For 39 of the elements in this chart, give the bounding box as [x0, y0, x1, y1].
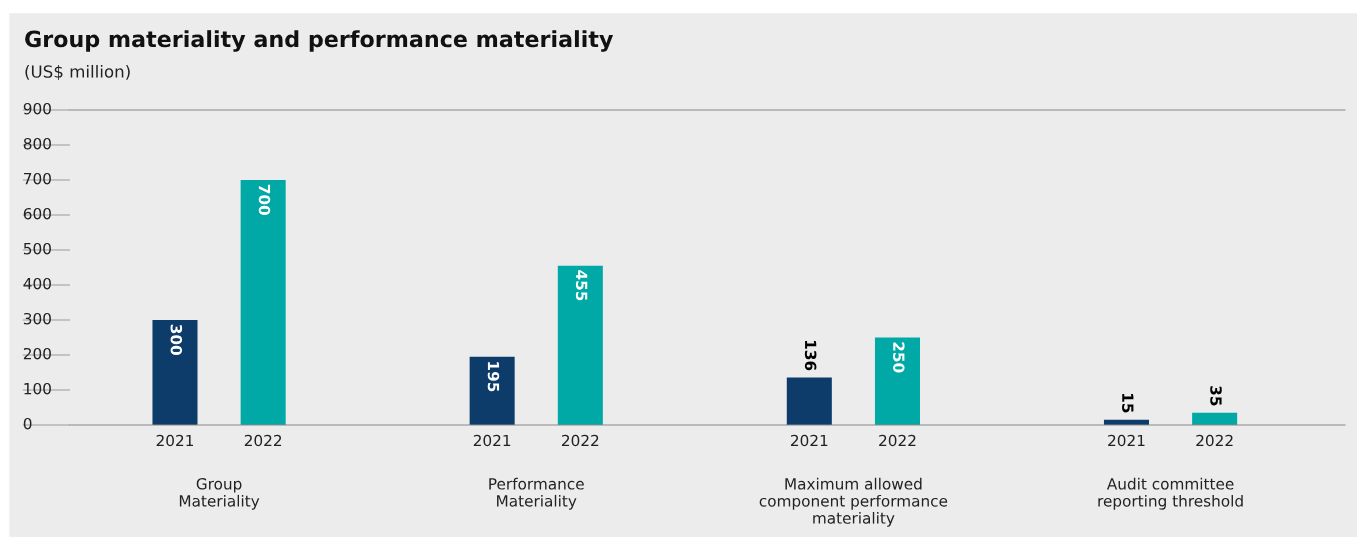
bar	[874, 337, 920, 425]
data-label: 250	[893, 342, 905, 373]
data-label: 195	[487, 362, 500, 392]
bar	[152, 320, 198, 425]
text: 2022	[562, 434, 599, 447]
y-tick-label: 500	[23, 242, 51, 255]
bar	[240, 180, 286, 425]
bar	[469, 356, 515, 425]
data-label: 700	[258, 184, 271, 215]
y-tick-label: 400	[23, 277, 51, 290]
series-label: 2022	[244, 434, 282, 447]
y-tick-label: 600	[23, 207, 51, 220]
data-label: 136	[804, 340, 817, 371]
text: 2022	[1196, 434, 1233, 447]
data-label: 15	[1122, 393, 1134, 413]
x-tick-label: Maximum allowed component performance materiality	[759, 477, 948, 527]
y-tick-label: 200	[23, 347, 51, 360]
bar	[1192, 412, 1238, 425]
data-label: 455	[575, 270, 588, 301]
bar	[786, 377, 832, 425]
y-tick-label: 0	[23, 417, 32, 430]
bar	[557, 265, 603, 425]
y-tick-label: 900	[23, 102, 51, 115]
y-tick-label: 300	[23, 312, 51, 325]
y-tick-label: 800	[23, 137, 51, 150]
text: 2021	[473, 434, 511, 447]
text: 2021	[790, 434, 828, 447]
y-tick-label: 700	[24, 172, 51, 185]
data-label: 35	[1210, 386, 1222, 406]
x-tick-label: Audit committee reporting threshold	[1098, 477, 1243, 510]
chart-title: Group materiality and performance materiality	[25, 30, 614, 52]
y-tick-label: 100	[24, 382, 51, 395]
x-tick-label: Performance Materiality	[489, 477, 584, 510]
x-tick-label: Group Materiality	[179, 478, 260, 510]
chart-subtitle: (US$ million)	[25, 64, 130, 81]
text: 2021	[1108, 434, 1145, 447]
data-label: 300	[170, 324, 183, 355]
series-label: 2021	[156, 434, 194, 447]
text: 2022	[879, 434, 916, 447]
